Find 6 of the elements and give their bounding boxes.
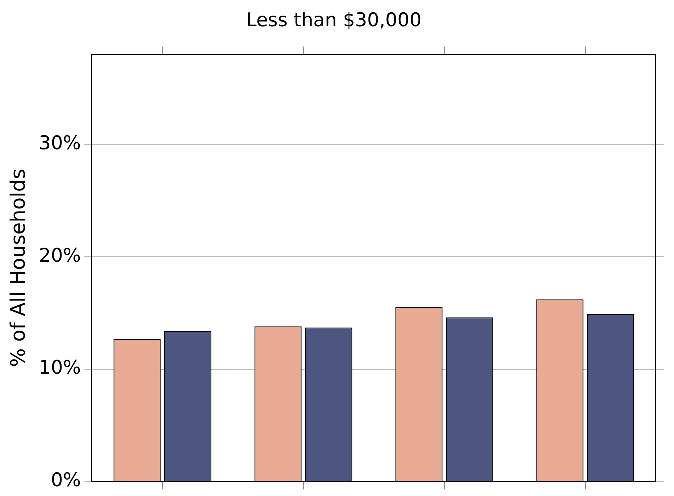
y-tick-label: 20% [38, 244, 82, 267]
chart-title: Less than $30,000 [246, 9, 422, 32]
y-axis-title: % of All Households [6, 168, 30, 368]
y-tick-label: 10% [38, 357, 82, 380]
y-tick-label: 0% [51, 470, 82, 492]
y-tick-label: 30% [38, 132, 82, 155]
